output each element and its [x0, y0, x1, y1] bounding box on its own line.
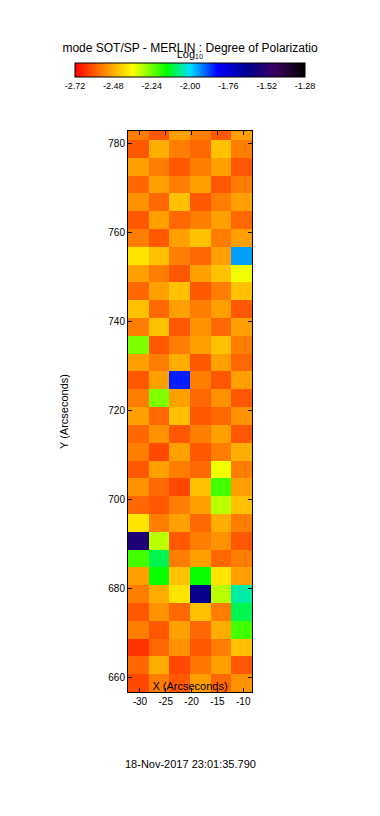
- svg-text:-2.24: -2.24: [141, 81, 162, 91]
- svg-text:-15: -15: [210, 696, 225, 707]
- svg-text:-1.52: -1.52: [256, 81, 277, 91]
- svg-text:Y (Arcseconds): Y (Arcseconds): [58, 374, 70, 449]
- svg-text:-2.48: -2.48: [103, 81, 124, 91]
- svg-text:-1.28: -1.28: [295, 81, 316, 91]
- svg-text:X (Arcseconds): X (Arcseconds): [152, 680, 227, 692]
- svg-text:-20: -20: [184, 696, 199, 707]
- svg-text:18-Nov-2017 23:01:35.790: 18-Nov-2017 23:01:35.790: [125, 758, 256, 770]
- svg-text:740: 740: [108, 316, 125, 327]
- svg-text:720: 720: [108, 405, 125, 416]
- svg-text:-25: -25: [158, 696, 173, 707]
- svg-text:-2.72: -2.72: [65, 81, 86, 91]
- svg-text:Log₁₀: Log₁₀: [177, 48, 204, 60]
- svg-text:-2.00: -2.00: [180, 81, 201, 91]
- svg-text:-30: -30: [133, 696, 148, 707]
- svg-text:-1.76: -1.76: [218, 81, 239, 91]
- svg-text:mode SOT/SP - MERLIN : Degree: mode SOT/SP - MERLIN : Degree of Polariz…: [62, 41, 318, 55]
- svg-text:760: 760: [108, 227, 125, 238]
- svg-text:660: 660: [108, 672, 125, 683]
- svg-text:700: 700: [108, 494, 125, 505]
- svg-text:-10: -10: [236, 696, 251, 707]
- svg-text:680: 680: [108, 583, 125, 594]
- svg-text:780: 780: [108, 138, 125, 149]
